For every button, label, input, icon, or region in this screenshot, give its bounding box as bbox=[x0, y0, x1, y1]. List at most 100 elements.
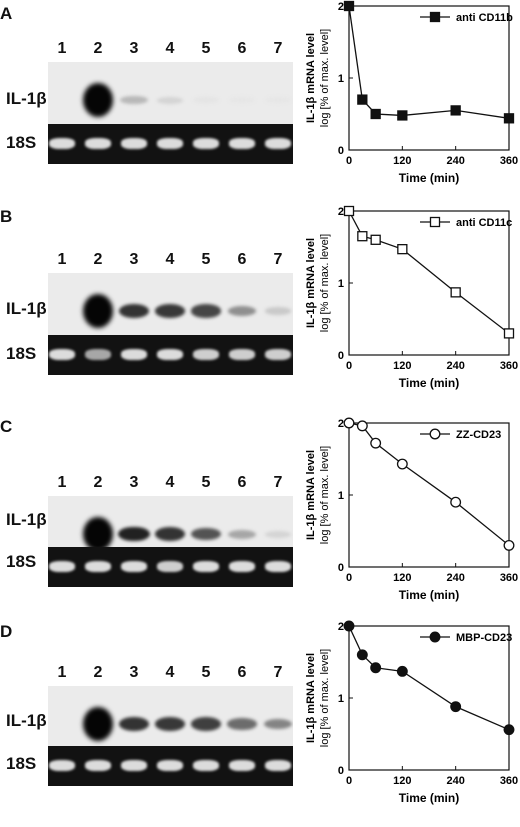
lane-number: 3 bbox=[129, 664, 139, 681]
lane-number: 3 bbox=[129, 474, 139, 491]
rrna-band bbox=[121, 561, 147, 572]
data-point bbox=[397, 244, 408, 255]
y-tick-label: 0 bbox=[338, 765, 344, 777]
panel-letter: A bbox=[0, 4, 13, 23]
rrna-band bbox=[229, 760, 255, 771]
rrna-row-label: 18S bbox=[6, 344, 37, 363]
il1b-band bbox=[120, 95, 148, 105]
rrna-band bbox=[193, 349, 219, 360]
data-point bbox=[343, 417, 355, 429]
rrna-band bbox=[229, 349, 255, 360]
lane-number: 6 bbox=[237, 251, 247, 268]
lane-number: 1 bbox=[57, 40, 67, 57]
lane-number: 1 bbox=[57, 664, 67, 681]
il1b-band bbox=[264, 307, 292, 315]
y-tick-label: 0 bbox=[338, 145, 344, 157]
il1b-band bbox=[83, 294, 113, 328]
panel-letter: C bbox=[0, 417, 13, 436]
rrna-gel bbox=[48, 124, 293, 164]
data-point bbox=[396, 665, 408, 677]
series-line bbox=[348, 5, 510, 119]
y-axis-label: IL-1β mRNA level bbox=[305, 33, 317, 123]
il1b-band bbox=[264, 96, 292, 104]
rrna-band bbox=[265, 760, 291, 771]
lane-number: 4 bbox=[165, 251, 175, 268]
lane-number: 4 bbox=[165, 474, 175, 491]
rrna-band bbox=[85, 349, 111, 360]
rrna-band bbox=[49, 561, 75, 572]
rrna-band bbox=[157, 561, 183, 572]
x-tick-label: 240 bbox=[446, 360, 464, 372]
rrna-band bbox=[121, 349, 147, 360]
rrna-band bbox=[49, 760, 75, 771]
series-line bbox=[348, 210, 510, 334]
rrna-band bbox=[121, 138, 147, 149]
data-point bbox=[450, 287, 461, 298]
data-point bbox=[356, 420, 368, 432]
il1b-band bbox=[191, 527, 221, 541]
il1b-band bbox=[83, 707, 113, 741]
lane-number: 6 bbox=[237, 474, 247, 491]
y-axis-sublabel: log [% of max. level] bbox=[319, 234, 331, 332]
y-tick-label: 0 bbox=[338, 350, 344, 362]
rrna-band bbox=[49, 349, 75, 360]
plot-frame bbox=[348, 625, 510, 771]
data-point bbox=[503, 113, 515, 124]
il1b-band bbox=[190, 717, 222, 731]
lane-number: 4 bbox=[165, 40, 175, 57]
rrna-gel bbox=[48, 335, 293, 375]
x-axis-label: Time (min) bbox=[399, 588, 459, 602]
rrna-band bbox=[85, 760, 111, 771]
x-tick-label: 0 bbox=[346, 155, 352, 167]
x-tick-label: 360 bbox=[500, 572, 518, 584]
lane-number: 2 bbox=[93, 664, 103, 681]
x-tick-label: 120 bbox=[393, 572, 411, 584]
data-point bbox=[429, 216, 441, 228]
data-point bbox=[397, 110, 408, 121]
il1b-band bbox=[118, 304, 150, 318]
data-point bbox=[503, 724, 515, 736]
y-axis-sublabel: log [% of max. level] bbox=[319, 29, 331, 127]
data-point bbox=[450, 701, 462, 713]
il1b-row-label: IL-1β bbox=[6, 510, 47, 529]
legend-label: anti CD11b bbox=[456, 12, 513, 24]
lane-number: 5 bbox=[201, 664, 211, 681]
rrna-band bbox=[85, 138, 111, 149]
legend-label: MBP-CD23 bbox=[456, 632, 512, 644]
data-point bbox=[370, 234, 381, 245]
panel-letter: D bbox=[0, 622, 13, 641]
rrna-band bbox=[229, 561, 255, 572]
rrna-band bbox=[193, 760, 219, 771]
data-point bbox=[503, 328, 515, 339]
rrna-band bbox=[265, 561, 291, 572]
il1b-band bbox=[154, 717, 186, 731]
data-point bbox=[429, 428, 441, 440]
data-point bbox=[429, 11, 441, 23]
il1b-band bbox=[263, 718, 293, 730]
x-tick-label: 0 bbox=[346, 572, 352, 584]
data-point bbox=[503, 539, 515, 551]
rrna-row-label: 18S bbox=[6, 754, 37, 773]
y-axis-label: IL-1β mRNA level bbox=[305, 653, 317, 743]
rrna-gel bbox=[48, 746, 293, 786]
x-axis-label: Time (min) bbox=[399, 171, 459, 185]
y-tick-label: 2 bbox=[338, 418, 344, 430]
il1b-band bbox=[228, 529, 256, 539]
x-tick-label: 120 bbox=[393, 360, 411, 372]
lane-number: 3 bbox=[129, 40, 139, 57]
y-tick-label: 2 bbox=[338, 1, 344, 13]
y-tick-label: 0 bbox=[338, 562, 344, 574]
lane-number: 6 bbox=[237, 40, 247, 57]
lane-number: 7 bbox=[273, 251, 283, 268]
il1b-band bbox=[154, 304, 186, 318]
x-tick-label: 240 bbox=[446, 572, 464, 584]
x-tick-label: 360 bbox=[500, 360, 518, 372]
il1b-row-label: IL-1β bbox=[6, 89, 47, 108]
x-tick-label: 120 bbox=[393, 155, 411, 167]
rrna-row-label: 18S bbox=[6, 552, 37, 571]
x-tick-label: 0 bbox=[346, 360, 352, 372]
